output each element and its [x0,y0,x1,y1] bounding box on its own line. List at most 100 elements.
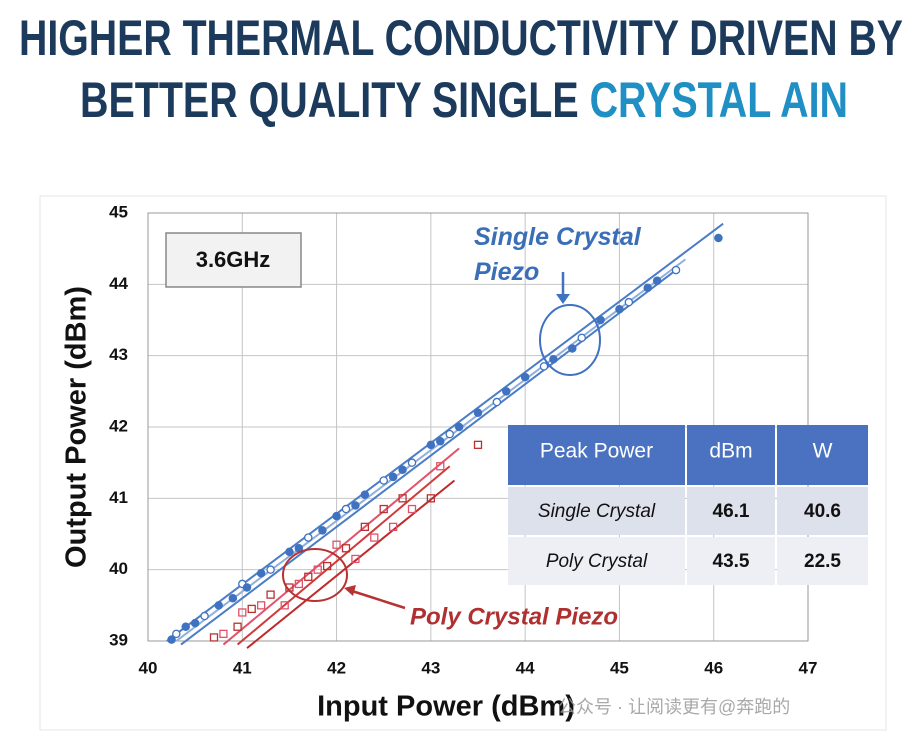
data-point [671,265,681,275]
data-point [332,511,341,521]
data-point [407,458,417,467]
data-point [445,429,454,439]
single-crystal-note: Single Crystal Piezo [474,223,641,286]
table-text: 43.5 [713,551,750,572]
title-line-1: HIGHER THERMAL CONDUCTIVITY DRIVEN BY [19,10,903,66]
data-point [313,565,322,574]
table-text: 46.1 [713,501,750,522]
data-point [426,494,436,503]
data-point [379,504,388,514]
table-text: 40.6 [804,501,841,522]
x-tick-label: 41 [233,658,252,677]
data-point [351,554,360,564]
table-header-cell [508,425,685,485]
table-cell [777,487,868,535]
table-header-cell [777,425,868,485]
table-header: dBm [709,440,752,463]
data-point [256,568,266,578]
data-point [520,372,530,382]
data-point [492,397,502,407]
data-point [539,362,549,371]
data-point [190,618,200,628]
data-point [568,344,577,353]
data-point [322,561,332,571]
data-point [341,544,351,553]
data-point [219,629,228,639]
data-point [379,476,388,485]
data-point [228,593,238,603]
data-point [502,387,511,396]
x-tick-label: 47 [799,658,818,677]
x-tick-label: 46 [704,658,723,677]
poly-crystal-arrowhead [344,585,356,596]
peak-power-table: Peak Power dBm W Single Crystal 46.1 40.6 Poly… [508,425,868,585]
table-cell [777,537,868,585]
data-point [200,611,209,621]
x-tick-label: 45 [610,658,629,677]
table-cell [508,537,685,585]
fit-line [246,479,456,649]
title-highlight: CRYSTAL AIN [590,72,848,128]
y-tick-label: 44 [109,274,128,293]
data-point [242,583,252,592]
data-point [436,437,445,446]
fit-line [222,447,460,646]
data-point [209,633,219,642]
poly-crystal-ellipse [282,548,348,602]
data-point [454,422,464,432]
y-tick-label: 40 [109,559,128,578]
table-header-cell [687,425,775,485]
watermark: 公众号 · 让阅读更有@奔跑的 [558,697,790,717]
table-cell [687,487,775,535]
data-point [247,604,256,614]
data-point [167,635,176,644]
data-point [473,440,483,449]
data-point [577,333,586,343]
y-tick-label: 42 [109,416,128,435]
x-tick-label: 43 [421,658,440,677]
fit-line [180,269,677,646]
data-point [318,526,327,535]
data-point [596,315,605,325]
data-point [233,622,242,631]
data-point [652,276,662,286]
y-tick-label: 43 [109,345,128,364]
data-point [214,601,223,610]
data-point [266,565,275,574]
data-point [360,490,370,500]
y-tick-label: 45 [109,202,128,221]
data-point [285,547,294,557]
title-line-2: BETTER QUALITY SINGLE CRYSTAL AIN [80,72,848,128]
single-crystal-label: Single Crystal Piezo [474,223,641,286]
poly-crystal-label: Poly Crystal Piezo [410,603,618,630]
data-point [426,440,436,450]
data-point [256,601,266,610]
data-point [615,305,624,314]
data-point [304,572,313,581]
data-point [181,622,190,631]
data-point [473,408,483,417]
fit-line [236,465,451,646]
data-point [172,629,181,639]
x-tick-label: 42 [327,658,346,677]
data-point [294,579,304,589]
table-header: Peak Power [540,440,653,463]
x-tick-label: 40 [139,658,158,677]
data-point [549,354,558,364]
data-point [266,590,275,599]
data-point [370,533,379,542]
y-tick-label: 39 [109,630,128,649]
table-text: Poly Crystal [546,551,648,572]
x-axis-label: Input Power (dBm) [317,691,575,723]
y-axis-label: Output Power (dBm) [61,286,93,568]
data-point [304,533,313,542]
data-point [332,540,341,549]
single-crystal-arrowhead [556,294,570,304]
data-point [398,494,407,503]
data-point [351,501,360,510]
data-point [341,504,351,514]
frequency-label: 3.6GHz [196,247,271,272]
single-crystal-ellipse [539,304,601,376]
table-text: 22.5 [804,551,841,572]
